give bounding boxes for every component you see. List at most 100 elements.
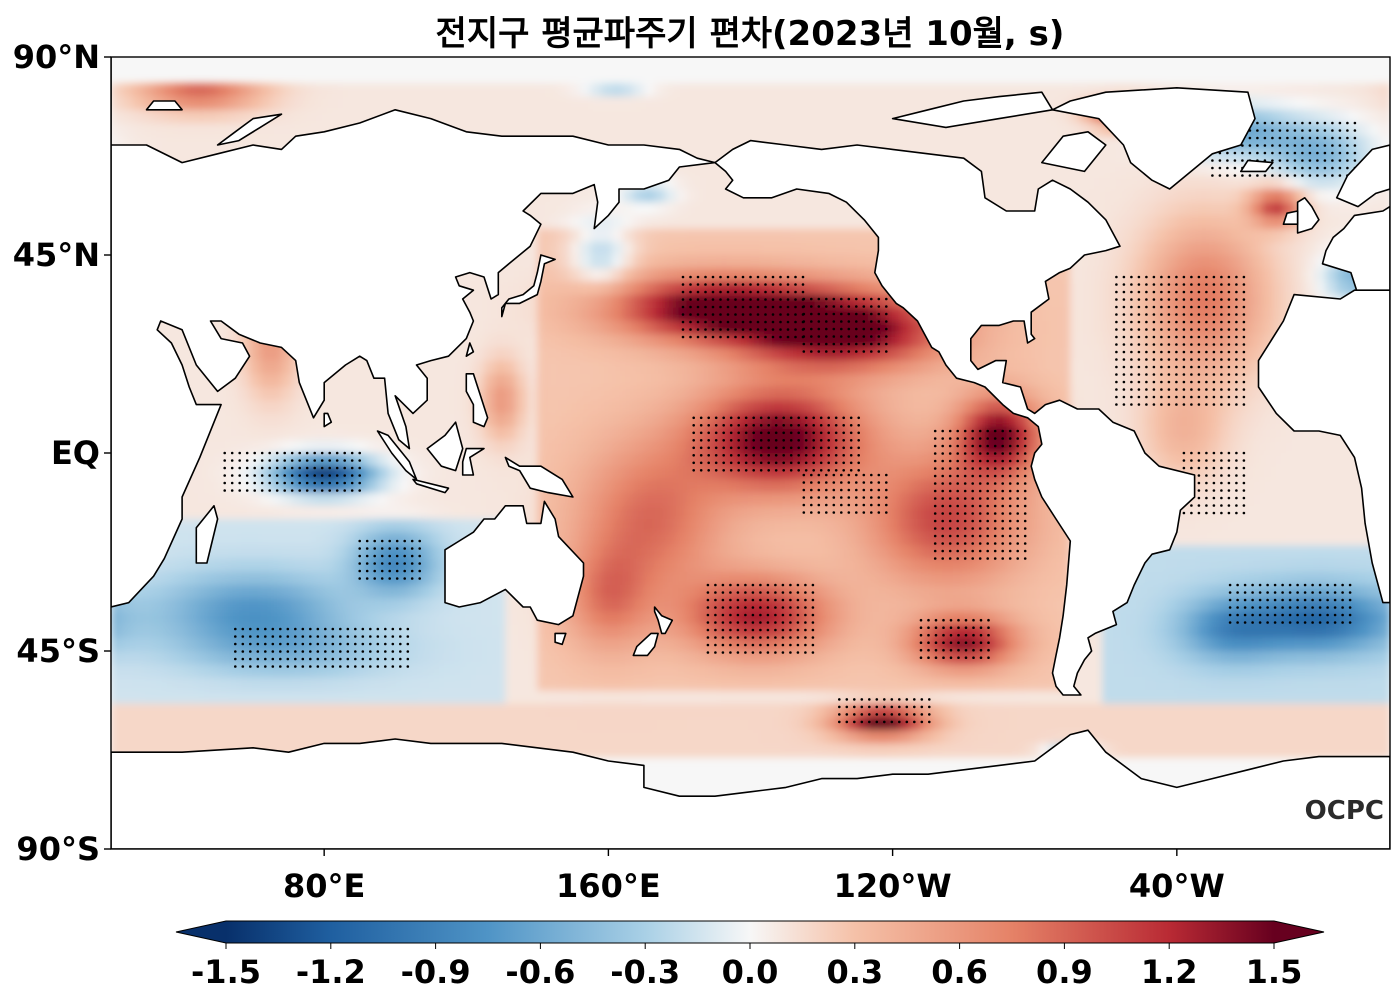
field-cell [633, 307, 645, 322]
field-cell [665, 453, 677, 467]
field-cell [569, 545, 581, 560]
field-cell [867, 466, 880, 481]
field-cell [1059, 558, 1072, 573]
field-cell [1379, 123, 1390, 137]
field-cell [1326, 83, 1338, 98]
field-cell [1102, 83, 1114, 98]
field-cell [1027, 109, 1040, 124]
field-cell [878, 136, 890, 151]
field-cell [1251, 611, 1263, 626]
field-cell [1208, 281, 1221, 296]
field-cell [430, 611, 443, 626]
field-cell [398, 558, 411, 573]
field-cell [910, 466, 922, 481]
field-cell [974, 149, 986, 164]
field-cell [462, 426, 475, 441]
field-cell [1166, 611, 1178, 626]
field-cell [1251, 281, 1263, 296]
field-cell [377, 585, 389, 599]
field-cell [899, 439, 912, 454]
field-cell [334, 426, 347, 441]
field-cell [857, 83, 869, 98]
field-cell [793, 413, 805, 428]
field-cell [622, 307, 635, 322]
field-cell [420, 519, 432, 533]
field-cell [1166, 439, 1178, 454]
field-cell [611, 334, 624, 349]
field-cell [111, 109, 123, 124]
field-cell [537, 96, 549, 111]
field-cell [1272, 479, 1285, 494]
field-cell [249, 347, 262, 362]
field-cell [206, 109, 219, 124]
field-cell [771, 307, 784, 322]
field-cell [1368, 96, 1381, 111]
field-cell [985, 532, 997, 547]
field-cell [1166, 558, 1178, 573]
field-cell [516, 321, 528, 335]
field-cell [430, 466, 443, 481]
field-cell [1017, 426, 1029, 441]
field-cell [388, 453, 400, 467]
field-cell [910, 453, 922, 467]
field-cell [899, 307, 912, 322]
field-cell [238, 400, 251, 415]
field-cell [1240, 294, 1253, 309]
field-cell [611, 255, 624, 269]
field-cell [814, 83, 826, 98]
field-cell [164, 545, 176, 560]
field-cell [1080, 360, 1093, 375]
field-cell [665, 400, 677, 415]
field-cell [356, 545, 368, 560]
field-cell [1208, 189, 1221, 203]
field-cell [1144, 558, 1157, 573]
field-cell [814, 492, 826, 507]
field-cell [814, 268, 826, 283]
field-cell [206, 558, 219, 573]
field-cell [174, 598, 187, 613]
field-cell [1123, 360, 1135, 375]
field-cell [580, 347, 592, 362]
field-cell [1368, 585, 1381, 599]
field-cell [1368, 189, 1381, 203]
field-cell [281, 426, 293, 441]
field-cell [185, 492, 198, 507]
field-cell [803, 83, 816, 98]
field-cell [825, 255, 837, 269]
field-cell [750, 228, 762, 243]
field-cell [1208, 175, 1221, 190]
field-cell [569, 505, 581, 520]
field-cell [206, 136, 219, 151]
field-cell [953, 413, 965, 428]
field-cell [409, 558, 421, 573]
field-cell [1027, 571, 1040, 586]
field-cell [675, 373, 688, 388]
field-cell [867, 123, 880, 137]
field-cell [1358, 532, 1370, 547]
field-cell [771, 281, 784, 296]
field-cell [132, 109, 144, 124]
field-cell [878, 545, 890, 560]
field-cell [729, 426, 741, 441]
field-cell [1251, 294, 1263, 309]
field-cell [622, 109, 635, 124]
field-cell [835, 532, 848, 547]
field-cell [1262, 83, 1274, 98]
field-cell [484, 294, 496, 309]
field-cell [601, 307, 613, 322]
field-cell [1091, 400, 1104, 415]
field-cell [548, 334, 560, 349]
field-cell [281, 505, 293, 520]
field-cell [217, 123, 230, 137]
field-cell [825, 585, 837, 599]
field-cell [196, 96, 208, 111]
field-cell [1262, 400, 1274, 415]
field-cell [985, 334, 997, 349]
field-cell [761, 268, 773, 283]
field-cell [1134, 373, 1146, 388]
field-cell [1315, 453, 1327, 467]
field-cell [1219, 228, 1231, 243]
field-cell [707, 426, 720, 441]
field-cell [1251, 558, 1263, 573]
field-cell [1208, 294, 1221, 309]
